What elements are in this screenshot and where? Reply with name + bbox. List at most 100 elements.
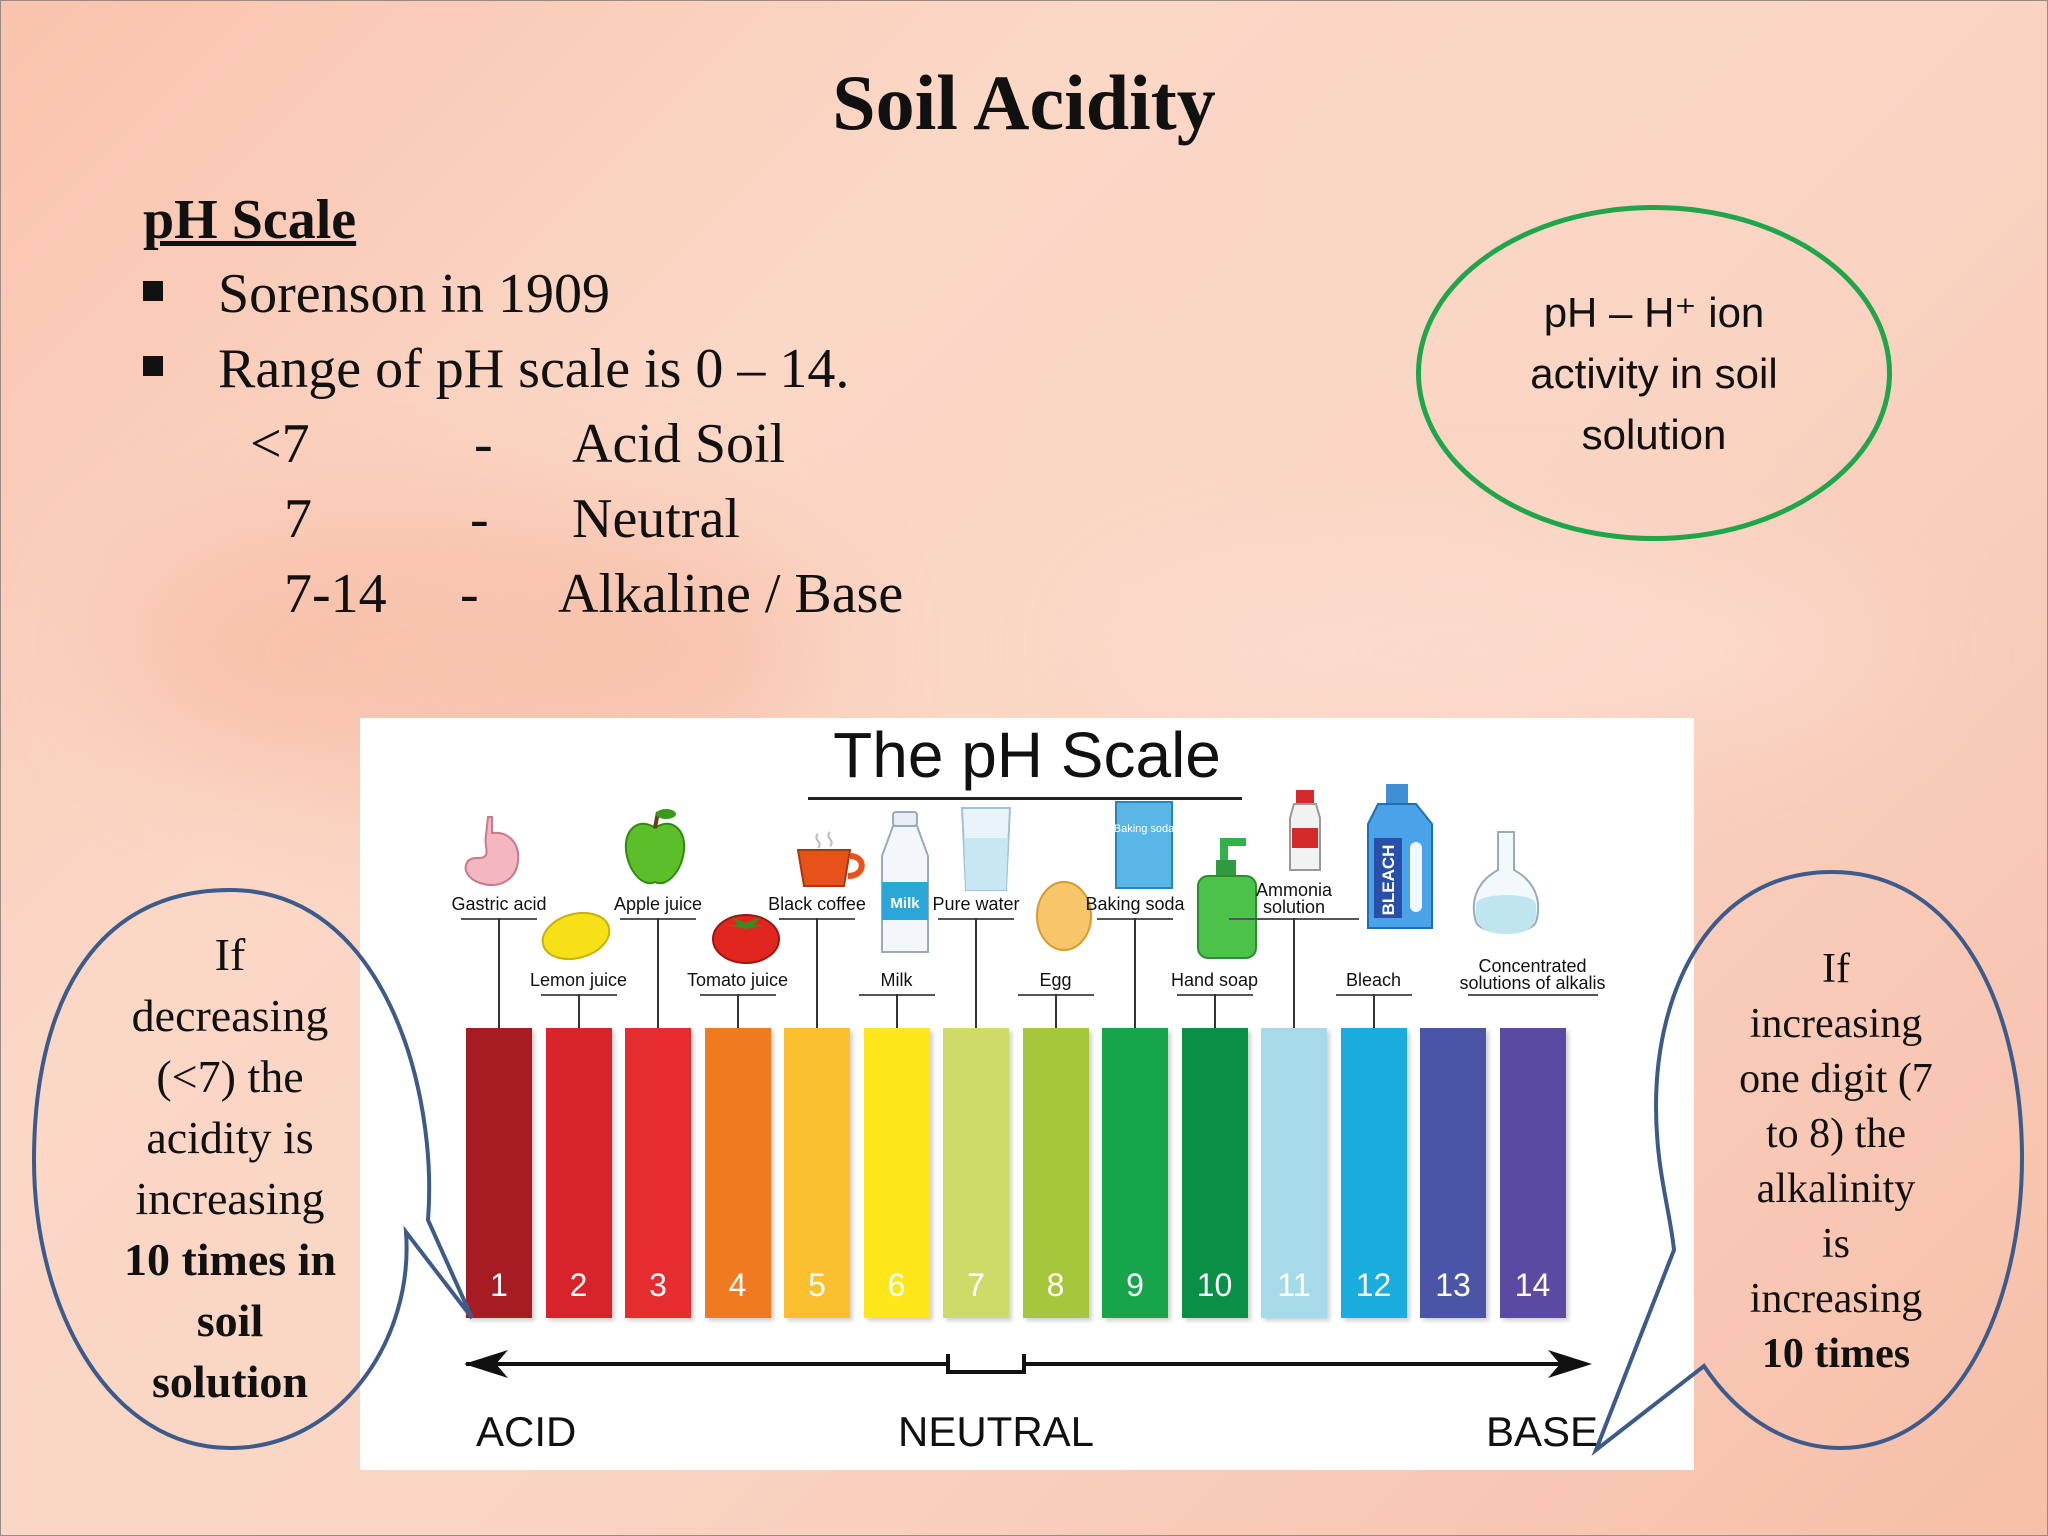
range-meaning: Acid Soil [572,413,786,475]
right-bubble-text: If increasing one digit (7 to 8) the alk… [1706,942,1966,1382]
substance-label: Ammonia solution [1255,880,1333,917]
bubble-line: increasing [1749,1001,1923,1047]
square-bullet-icon [143,281,163,302]
flask-icon [1472,831,1540,934]
substance-label-line: Black coffee [768,894,866,914]
bleach-label-text: BLEACH [1379,845,1398,916]
water-glass-icon [960,807,1012,891]
range-meaning: Alkaline / Base [558,563,904,625]
bleach-bottle-icon: BLEACH [1367,784,1433,929]
substance-label: Bleach [1345,970,1402,990]
ph-bar-number: 5 [808,1267,826,1303]
left-bubble-text: If decreasing (<7) the acidity is increa… [92,924,368,1412]
ph-bar-1: 1 [466,1028,532,1318]
label-stem [975,918,977,1038]
ph-bar-4: 4 [704,1028,771,1318]
egg-icon [1036,881,1092,951]
substance-label: Lemon juice [529,970,628,990]
bubble-line: one digit (7 [1739,1056,1933,1102]
substance-label: Concentrated solutions of alkalis [1459,957,1606,993]
definition-line: solution [1581,410,1727,458]
substance-label-line: solution [1262,897,1326,917]
substance-label-line: Apple juice [613,894,703,914]
substance-label: Milk [881,971,913,989]
label-stem [498,918,500,1038]
bubble-line: increasing [1749,1276,1923,1322]
substance-label-line: Ammonia [1255,880,1333,900]
bubble-line: (<7) the [156,1051,304,1102]
label-stem [1213,994,1216,1038]
bullet-text: Range of pH scale is 0 – 14. [218,338,850,400]
bubble-line: increasing [135,1173,325,1224]
substance-label: Baking soda [1085,894,1185,914]
range-value: <7 [250,413,310,475]
bubble-line: If [1822,946,1850,992]
bubble-line: is [1821,1221,1850,1267]
label-underline [1467,994,1598,996]
section-heading: pH Scale [143,189,357,251]
acid-axis-label: ACID [476,1408,577,1455]
substance-label: Pure water [932,894,1020,914]
substance-label: Hand soap [1170,970,1259,990]
substance-label: Egg [1039,971,1071,989]
label-stem [1293,918,1295,1038]
bubble-line: to 8) the [1766,1111,1906,1157]
ph-bar-number: 11 [1277,1267,1311,1303]
lemon-icon [541,911,611,961]
apple-icon [624,809,686,885]
ph-bar-10: 10 [1181,1028,1248,1318]
ph-bar-13: 13 [1420,1028,1486,1318]
ph-bar-8: 8 [1022,1028,1089,1318]
coffee-cup-icon [796,831,865,887]
range-dash: - [474,413,493,475]
label-stem [895,994,898,1038]
neutral-axis-label: NEUTRAL [898,1408,1095,1455]
milk-label-text: Milk [890,895,920,912]
substance-label-line: Pure water [932,894,1020,914]
ph-bar-6: 6 [863,1028,930,1318]
label-stem [657,918,659,1038]
ph-bar-number: 6 [887,1267,906,1303]
bubble-bold-line: 10 times [1761,1331,1911,1377]
ph-bar-number: 10 [1196,1267,1233,1303]
substance-label: Apple juice [613,894,703,914]
substance-label-line: Lemon juice [529,970,628,990]
base-axis-label: BASE [1486,1408,1599,1455]
ph-bar-3: 3 [625,1028,691,1318]
definition-line: activity in soil [1530,349,1778,397]
ph-bar-number: 12 [1355,1267,1392,1303]
substance-label-line: Hand soap [1170,970,1259,990]
label-stem [1134,918,1136,1038]
bubble-bold-line: soil [196,1295,264,1346]
slide-title: Soil Acidity [832,59,1216,146]
ph-bar-number: 1 [490,1267,508,1303]
ph-bar-number: 7 [967,1267,985,1303]
substance-label-line: solutions of alkalis [1459,973,1606,993]
label-stem [736,994,739,1038]
substance-label: Gastric acid [451,895,546,913]
substance-label-line: Bleach [1345,970,1402,990]
ph-bar-number: 14 [1514,1267,1551,1303]
range-dash: - [460,563,479,625]
range-value: 7 [284,488,312,550]
label-stem [1372,994,1375,1038]
ph-bar-number: 3 [649,1267,667,1303]
substance-label: Black coffee [768,894,866,914]
bullet-item: Range of pH scale is 0 – 14. [143,337,849,401]
ph-bar-5: 5 [784,1028,850,1318]
bubble-line: alkalinity [1756,1166,1916,1212]
square-bullet-icon [143,356,163,377]
definition-line: pH – H⁺ ion [1543,288,1765,336]
substance-label-line: Baking soda [1085,894,1185,914]
ph-bar-number: 13 [1435,1267,1471,1303]
ph-bar-number: 2 [569,1267,588,1303]
bubble-bold-line: solution [152,1356,308,1407]
definition-ellipse: pH – H⁺ ion activity in soil solution [1416,205,1892,541]
ph-bar-7: 7 [943,1028,1009,1318]
background-blotch [1100,560,1900,740]
soap-dispenser-icon [1197,838,1257,959]
bubble-line: If [214,929,246,980]
range-meaning: Neutral [572,488,740,550]
label-stem [577,994,580,1038]
label-stem [1054,994,1057,1038]
